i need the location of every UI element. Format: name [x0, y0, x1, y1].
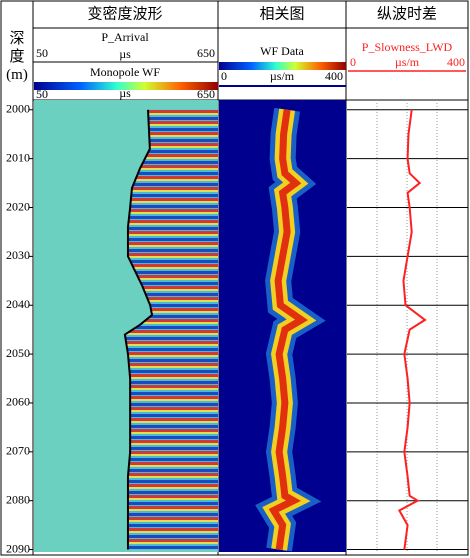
track-title: 相关图: [259, 5, 304, 22]
plot-area: 2000 2010 2020 2030 2040 2050 2060 2070 2080 2090: [6, 100, 468, 555]
curve: [397, 109, 427, 550]
y-tick-label: 2050: [6, 346, 30, 360]
colorbar-min: 50: [36, 87, 48, 101]
colorbar-label: Monopole WF: [90, 65, 160, 79]
correlation-band: [268, 109, 309, 551]
colorbar-unit: µs/m: [270, 69, 295, 83]
vdl-waveform-area: [124, 109, 218, 550]
colorbar-min: 0: [221, 69, 227, 83]
y-tick-label: 2070: [6, 444, 30, 458]
y-tick-label: 2090: [6, 541, 30, 555]
y-tick-label: 2040: [6, 297, 30, 311]
axis-unit: µs: [119, 47, 131, 61]
colorbar: [34, 82, 218, 90]
y-tick-label: 2020: [6, 199, 30, 213]
colorbar-max: 650: [197, 87, 215, 101]
curve-name: P_Arrival: [101, 30, 149, 44]
axis-unit: µs/m: [395, 55, 420, 69]
colorbar-unit: µs: [119, 86, 131, 100]
y-tick-label: 2000: [6, 102, 30, 116]
curve: [123, 109, 154, 550]
colorbar-max: 400: [325, 69, 343, 83]
colorbar: [219, 62, 346, 70]
y-tick-label: 2060: [6, 395, 30, 409]
y-axis-label: 深度(m): [6, 31, 28, 83]
track-title: 纵波时差: [377, 5, 437, 22]
y-tick-label: 2030: [6, 248, 30, 262]
axis-min: 0: [350, 55, 356, 69]
track-title: 变密度波形: [87, 5, 162, 22]
axis-min: 50: [36, 46, 48, 60]
colorbar-label: WF Data: [260, 44, 304, 58]
y-tick-label: 2080: [6, 492, 30, 506]
axis-max: 650: [197, 46, 215, 60]
axis-max: 400: [447, 55, 465, 69]
y-tick-label: 2010: [6, 150, 30, 164]
curve-name: P_Slowness_LWD: [362, 40, 453, 54]
